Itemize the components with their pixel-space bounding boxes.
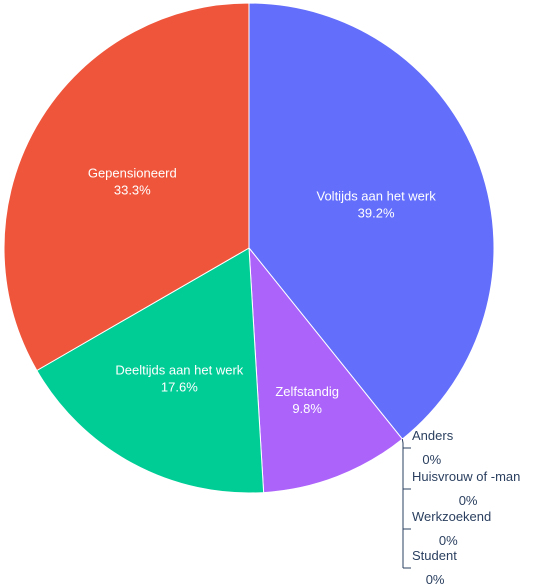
pie-slice-voltijds-aan-het-werk[interactable] <box>248 2 495 440</box>
pie-slices <box>3 2 495 494</box>
pie-slice-deeltijds-aan-het-werk[interactable] <box>36 247 265 494</box>
zero-slice-label-huisvrouw-of-man: Huisvrouw of -man 0% <box>412 469 520 508</box>
slice-label-deeltijds-aan-het-werk: Deeltijds aan het werk 17.6% <box>115 362 243 394</box>
pie-slice-gepensioneerd[interactable] <box>3 2 250 372</box>
slice-label-voltijds-aan-het-werk: Voltijds aan het werk 39.2% <box>317 188 437 220</box>
slice-label-zelfstandig: Zelfstandig 9.8% <box>275 384 339 416</box>
slice-label-gepensioneerd: Gepensioneerd 33.3% <box>88 166 177 198</box>
zero-slice-label-anders: Anders 0% <box>412 428 454 467</box>
pie-labels: Voltijds aan het werk 39.2% Zelfstandig 9.8… <box>88 166 436 416</box>
zero-slice-leader-line <box>401 439 404 568</box>
zero-slice-labels: Anders 0%Huisvrouw of -man 0%Werkzoekend 0%… <box>401 428 520 587</box>
zero-slice-label-werkzoekend: Werkzoekend 0% <box>412 509 491 548</box>
zero-slice-label-student: Student 0% <box>412 548 457 587</box>
pie-slice-zelfstandig[interactable] <box>248 246 404 494</box>
